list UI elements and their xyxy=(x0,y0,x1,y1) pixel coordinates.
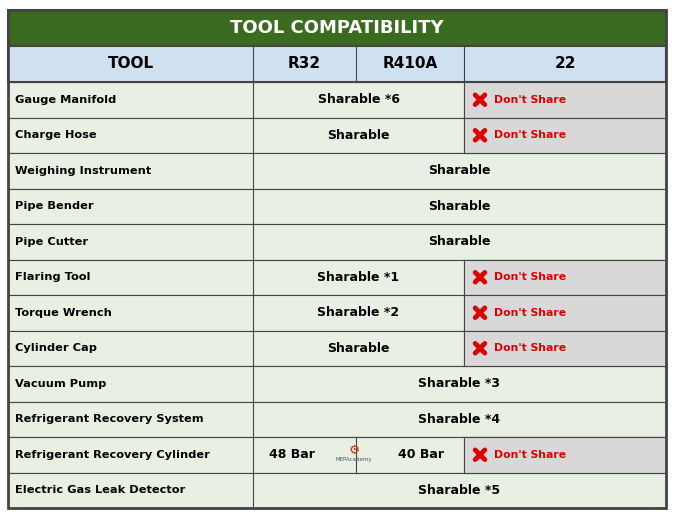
Text: Sharable: Sharable xyxy=(428,164,491,177)
Text: Vacuum Pump: Vacuum Pump xyxy=(15,379,106,388)
Text: Sharable *2: Sharable *2 xyxy=(317,306,400,319)
Bar xyxy=(8,295,666,330)
Text: Charge Hose: Charge Hose xyxy=(15,130,96,140)
Bar xyxy=(8,118,666,153)
Text: TOOL: TOOL xyxy=(107,56,154,71)
Text: TOOL COMPATIBILITY: TOOL COMPATIBILITY xyxy=(231,19,443,37)
Bar xyxy=(464,82,666,118)
Text: R410A: R410A xyxy=(382,56,437,71)
Text: 22: 22 xyxy=(554,56,576,71)
Text: Pipe Cutter: Pipe Cutter xyxy=(15,237,88,247)
Text: Sharable: Sharable xyxy=(428,235,491,248)
Bar xyxy=(8,366,666,401)
Text: Sharable *3: Sharable *3 xyxy=(419,377,501,390)
Bar xyxy=(464,437,666,472)
Text: Don't Share: Don't Share xyxy=(494,450,566,460)
Text: MEPAcademy: MEPAcademy xyxy=(336,457,372,462)
Text: Sharable: Sharable xyxy=(328,342,390,355)
Text: Sharable *4: Sharable *4 xyxy=(419,413,501,426)
Text: Electric Gas Leak Detector: Electric Gas Leak Detector xyxy=(15,485,185,495)
Bar xyxy=(8,82,666,118)
Text: Torque Wrench: Torque Wrench xyxy=(15,308,112,318)
Text: Sharable *6: Sharable *6 xyxy=(317,93,400,106)
Bar xyxy=(8,330,666,366)
Text: ⚙: ⚙ xyxy=(348,444,360,457)
Bar xyxy=(464,260,666,295)
Bar xyxy=(8,10,666,46)
Text: 48 Bar: 48 Bar xyxy=(269,448,315,461)
Bar xyxy=(464,118,666,153)
Text: Cylinder Cap: Cylinder Cap xyxy=(15,343,97,353)
Text: Don't Share: Don't Share xyxy=(494,308,566,318)
Text: 40 Bar: 40 Bar xyxy=(398,448,443,461)
Bar xyxy=(8,46,666,82)
Text: Weighing Instrument: Weighing Instrument xyxy=(15,166,151,176)
Bar xyxy=(8,472,666,508)
Text: Don't Share: Don't Share xyxy=(494,95,566,105)
Text: Sharable *5: Sharable *5 xyxy=(419,484,501,497)
Text: Pipe Bender: Pipe Bender xyxy=(15,202,94,211)
Text: Sharable *1: Sharable *1 xyxy=(317,271,400,284)
Text: R32: R32 xyxy=(288,56,321,71)
Bar xyxy=(8,224,666,260)
Bar xyxy=(8,437,666,472)
Bar xyxy=(8,260,666,295)
Text: Flaring Tool: Flaring Tool xyxy=(15,272,90,282)
Text: Don't Share: Don't Share xyxy=(494,343,566,353)
Text: Gauge Manifold: Gauge Manifold xyxy=(15,95,116,105)
Text: Don't Share: Don't Share xyxy=(494,130,566,140)
Text: Sharable: Sharable xyxy=(428,200,491,213)
Bar xyxy=(8,189,666,224)
Text: Refrigerant Recovery Cylinder: Refrigerant Recovery Cylinder xyxy=(15,450,210,460)
Text: Refrigerant Recovery System: Refrigerant Recovery System xyxy=(15,414,204,424)
Bar xyxy=(8,153,666,189)
Text: Sharable: Sharable xyxy=(328,129,390,142)
Bar xyxy=(464,295,666,330)
Text: Don't Share: Don't Share xyxy=(494,272,566,282)
Bar xyxy=(464,330,666,366)
Bar xyxy=(8,401,666,437)
